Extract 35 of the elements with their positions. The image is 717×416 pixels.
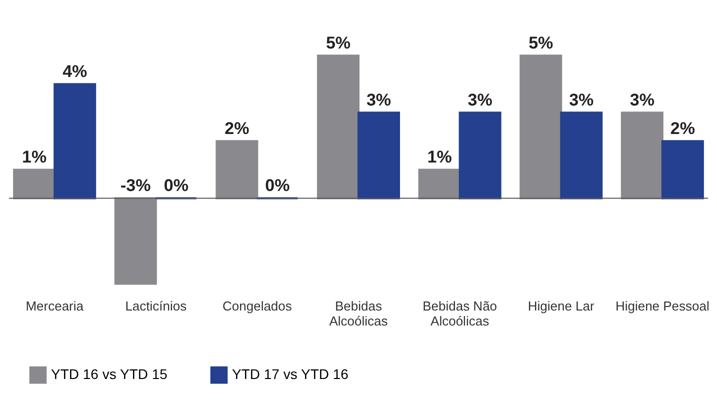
data-label: 5%: [326, 34, 351, 53]
bar: [13, 168, 56, 200]
x-tick-label: Mercearia: [26, 298, 84, 314]
data-label: -3%: [120, 176, 151, 196]
bar: [216, 140, 258, 200]
bar: [114, 197, 157, 285]
bar: [620, 112, 664, 200]
bar: [560, 112, 603, 200]
data-label: 1%: [22, 148, 47, 167]
data-label: 0%: [265, 176, 290, 196]
data-label: 4%: [62, 62, 88, 82]
bar: [458, 112, 502, 200]
legend-label: YTD 17 vs YTD 16: [232, 366, 349, 382]
x-tick-label: Lacticínios: [125, 298, 188, 314]
data-label: 3%: [468, 90, 492, 110]
x-tick-label: Bebidas Alcoólicas: [329, 298, 388, 328]
x-tick-label: Higiene Lar: [528, 298, 596, 314]
data-label: 3%: [569, 90, 594, 110]
x-tick-label: Higiene Pessoal: [615, 298, 710, 314]
data-label: 5%: [528, 34, 554, 53]
bar: [520, 54, 562, 200]
bar: [661, 140, 704, 200]
data-label: 2%: [224, 119, 250, 138]
x-tick-label: Congelados: [222, 298, 292, 314]
x-tick-label: Bebidas Não Alcoólicas: [422, 298, 498, 328]
bar: [54, 83, 96, 200]
data-label: 3%: [630, 90, 654, 110]
legend-label: YTD 16 vs YTD 15: [51, 366, 168, 382]
bar: [358, 112, 400, 200]
data-label: 1%: [427, 148, 452, 167]
bar: [418, 168, 461, 200]
bar: [316, 54, 360, 200]
data-label: 2%: [670, 119, 695, 138]
data-label: 0%: [164, 176, 188, 196]
data-label: 3%: [366, 90, 392, 110]
